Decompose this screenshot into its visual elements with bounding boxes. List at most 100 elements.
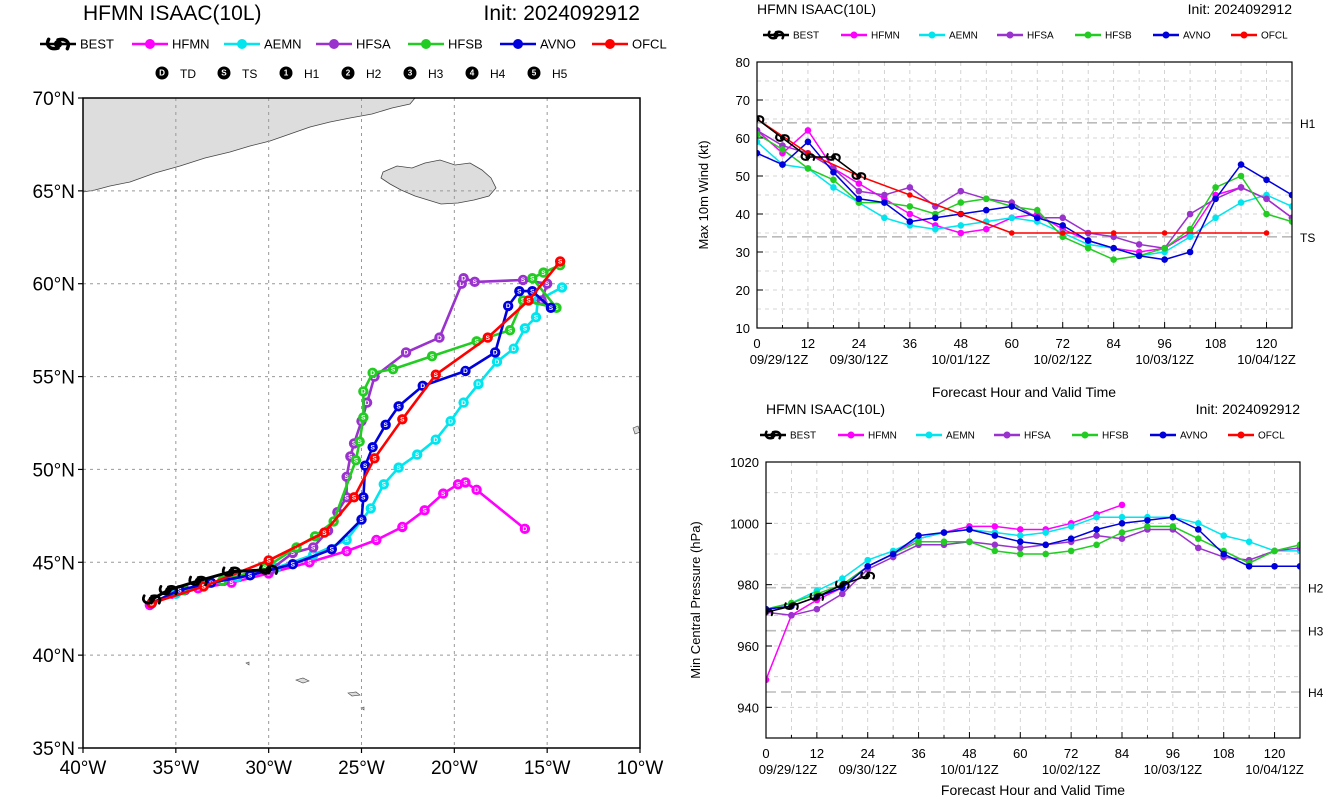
track-point-hfsa-16-dot	[434, 332, 445, 343]
legend-label-avno: AVNO	[1183, 31, 1211, 42]
pressure-frame	[765, 461, 1301, 739]
wind-point-hfsa-12	[1059, 214, 1067, 222]
wind-point-ofcl-14	[1110, 230, 1117, 236]
pressure-point-hfmn-0	[766, 676, 770, 684]
track-point-aemn-9-dot	[393, 462, 404, 473]
legend-label-hfmn: HFMN	[172, 37, 210, 52]
pressure-series-aemn	[766, 513, 1300, 613]
map-legend: BEST HFMN AEMN HFSA HFSB AVNO OFCL	[40, 37, 667, 52]
wind-point-aemn-17	[1186, 233, 1194, 241]
pressure-point-best-0-arm-2	[766, 613, 768, 616]
track-point-hfsa-4-letter: S	[291, 550, 296, 557]
pressure-point-avno-6	[915, 532, 922, 539]
pressure-point-hfsb-6	[915, 538, 922, 546]
legend-label-hfsa: HFSA	[1027, 31, 1054, 42]
track-point-hfsa-11-letter: S	[352, 441, 357, 448]
track-point-aemn-16: D	[508, 343, 519, 354]
track-point-hfsb-12-dot	[387, 363, 399, 375]
track-point-hfsa-8-letter: S	[344, 494, 349, 501]
wind-x-tick-label-36: 36	[903, 336, 917, 351]
track-point-ofcl-2-dot	[263, 555, 274, 566]
track-point-hfmn-10: S	[437, 488, 449, 499]
pressure-x-tick-label-60: 60	[1013, 746, 1027, 761]
pressure-point-best-1-arm-2	[784, 602, 793, 610]
pressure-valid-label-96: 10/03/12Z	[1144, 762, 1203, 777]
track-point-best-1-arm-2	[158, 585, 170, 596]
track-point-hfmn-14-dot	[519, 523, 531, 535]
track-point-aemn-10: S	[412, 449, 423, 460]
legend-dot-hfmn	[847, 431, 855, 439]
track-point-hfsa-9-letter: S	[344, 474, 349, 481]
track-point-aemn-16-dot	[508, 343, 519, 354]
track-point-aemn-18: S	[530, 311, 542, 323]
wind-line-hfsb	[757, 133, 1292, 261]
wind-frame	[756, 61, 1293, 329]
track-point-avno-7-letter: S	[361, 494, 366, 501]
pressure-line-hfsb	[766, 525, 1300, 610]
map-title: HFMN ISAAC(10L)	[83, 2, 262, 25]
wind-point-best-4	[851, 172, 867, 180]
track-point-hfsb-10: D	[358, 386, 369, 397]
track-point-ofcl-4: S	[348, 492, 360, 503]
pressure-point-best-4-eye	[865, 572, 871, 578]
legend-item-aemn: AEMN	[224, 37, 302, 52]
legend-item-avno: AVNO	[500, 37, 576, 52]
intensity-legend-h1: 1 H1	[279, 66, 320, 81]
pressure-x-tick-label-48: 48	[962, 746, 976, 761]
wind-point-best-2	[800, 153, 816, 161]
pressure-point-hfsb-10	[1016, 550, 1024, 558]
wind-point-hfsb-1	[779, 146, 786, 153]
track-point-hfsa-15-letter: D	[404, 350, 409, 357]
map-y-tick-label-3: 50°N	[33, 460, 75, 481]
track-point-best-2-arm-2	[188, 575, 200, 586]
map-init-label: Init: 2024092912	[484, 2, 640, 25]
legend-item-ofcl: OFCL	[592, 37, 667, 52]
track-point-hfsa-20-dot	[517, 274, 529, 286]
wind-point-best-1-arm-2	[775, 134, 784, 142]
track-point-best-1-arm-1	[167, 585, 179, 596]
track-point-aemn-17: S	[519, 323, 531, 334]
track-point-ofcl-4-dot	[348, 492, 360, 503]
pressure-point-aemn-11	[1042, 529, 1050, 536]
pressure-point-hfsa-1	[788, 612, 795, 619]
track-point-hfmn-6: S	[341, 545, 352, 557]
intensity-symbol-h1: 1	[279, 66, 293, 80]
track-point-hfsb-4-letter: S	[294, 545, 299, 552]
legend-dot-avno	[1159, 431, 1167, 439]
wind-point-hfsb-18	[1212, 184, 1219, 191]
track-point-ofcl-7: S	[430, 369, 441, 380]
pressure-point-hfsb-7	[940, 538, 948, 546]
wind-point-best-0-arm-2	[757, 120, 759, 123]
wind-point-hfsb-21	[1288, 218, 1292, 225]
pressure-point-hfsb-13	[1093, 541, 1100, 549]
pressure-point-avno-8	[966, 526, 973, 533]
track-point-avno-14-letter: D	[493, 350, 498, 357]
track-point-aemn-20: S	[556, 282, 568, 293]
wind-point-avno-15	[1135, 252, 1143, 260]
track-point-hfsa-15: D	[400, 347, 412, 358]
track-point-hfmn-12-letter: S	[463, 480, 468, 487]
track-point-hfsa-10-letter: S	[348, 454, 353, 461]
legend-hurricane-best-arm-1	[56, 37, 71, 51]
azores-island-1	[295, 677, 310, 684]
wind-point-avno-12	[1059, 222, 1067, 229]
intensity-symbol-h3-dot	[403, 66, 417, 80]
faroe-islands	[632, 425, 640, 435]
track-point-best-2-eye	[194, 577, 202, 585]
track-point-avno-7-dot	[358, 492, 369, 503]
wind-point-hfmn-6	[906, 210, 914, 218]
map-x-tick-label-4: 20°W	[431, 758, 478, 779]
pressure-point-best-3	[834, 580, 850, 589]
track-point-hfmn-7-dot	[371, 534, 382, 546]
pressure-point-avno-9	[991, 532, 999, 539]
pressure-point-hfsa-3	[838, 590, 846, 598]
wind-point-best-1-eye	[780, 135, 785, 141]
pressure-thresholds: H2 H3 H4	[766, 582, 1324, 700]
pressure-point-hfsa-14	[1118, 535, 1126, 542]
legend-dot-hfmn	[850, 31, 858, 39]
track-point-hfsb-10-dot	[358, 386, 369, 397]
map-y-tick-label-0: 35°N	[33, 739, 75, 760]
track-point-avno-5-letter: S	[330, 546, 335, 553]
track-point-hfsb-8: S	[354, 436, 365, 447]
intensity-symbol-td-dot	[155, 66, 169, 80]
